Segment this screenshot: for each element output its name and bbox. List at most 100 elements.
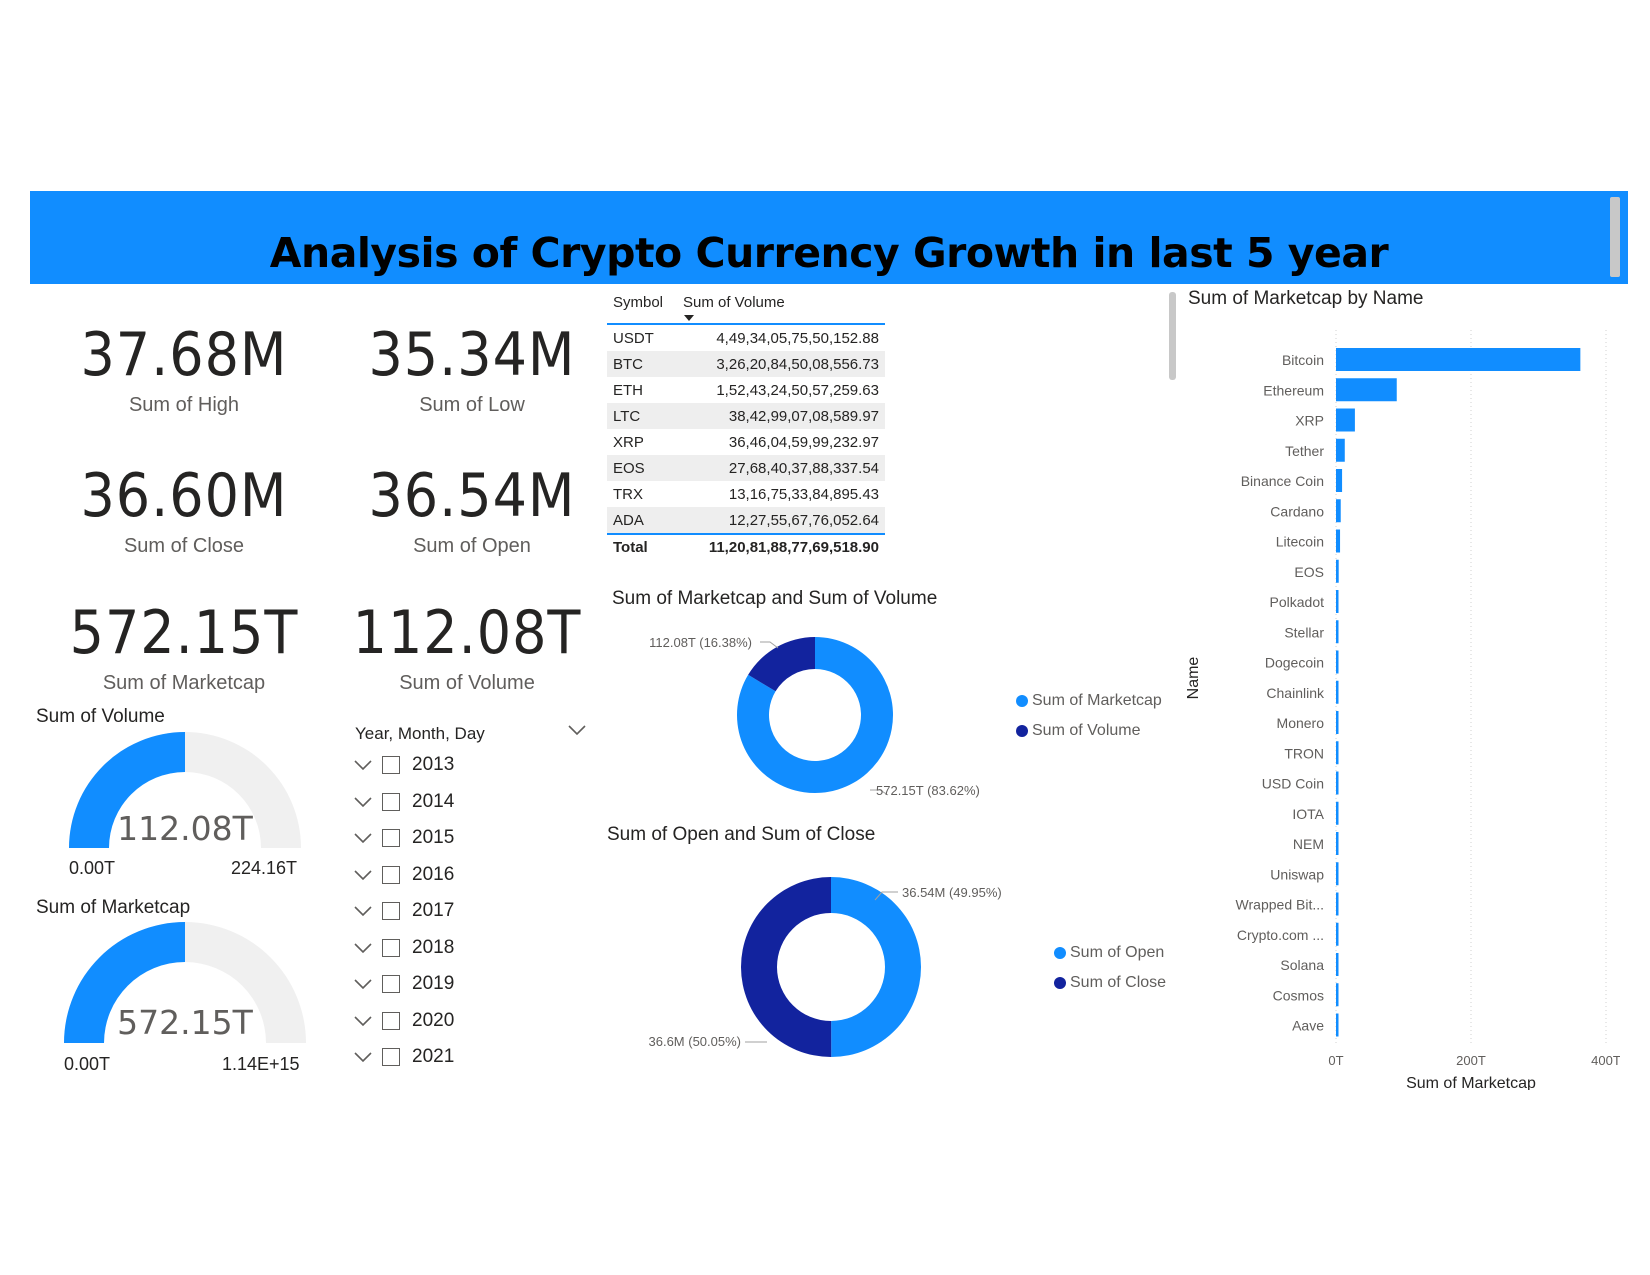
table-row[interactable]: EOS 27,68,40,37,88,337.54 bbox=[607, 455, 885, 481]
chevron-down-icon[interactable] bbox=[352, 791, 374, 813]
bar[interactable] bbox=[1336, 378, 1397, 402]
legend-item[interactable]: Sum of Volume bbox=[1016, 716, 1162, 746]
bar[interactable] bbox=[1336, 953, 1339, 976]
slicer-checkbox[interactable] bbox=[382, 829, 400, 847]
slicer-item-2013[interactable]: 2013 bbox=[352, 750, 454, 780]
slicer-item-2015[interactable]: 2015 bbox=[352, 823, 454, 853]
slicer-checkbox[interactable] bbox=[382, 865, 400, 884]
y-category-label: Cosmos bbox=[1273, 987, 1324, 1003]
donut-slice[interactable] bbox=[831, 877, 922, 1057]
cell-symbol: ETH bbox=[613, 381, 643, 399]
slicer-checkbox[interactable] bbox=[382, 756, 400, 774]
slicer-item-2018[interactable]: 2018 bbox=[352, 933, 454, 963]
slicer-item-2017[interactable]: 2017 bbox=[352, 896, 454, 926]
title-banner: Analysis of Crypto Currency Growth in la… bbox=[30, 191, 1628, 284]
bar[interactable] bbox=[1336, 680, 1339, 704]
slicer-checkbox[interactable] bbox=[382, 792, 400, 811]
gauge-max: 1.14E+15 bbox=[222, 1054, 300, 1074]
banner-scrollbar[interactable] bbox=[1610, 197, 1620, 277]
bar[interactable] bbox=[1336, 832, 1339, 855]
cell-symbol: EOS bbox=[613, 459, 645, 477]
cell-volume: 13,16,75,33,84,895.43 bbox=[728, 485, 879, 503]
bar[interactable] bbox=[1336, 559, 1339, 583]
slicer-item-2016[interactable]: 2016 bbox=[352, 860, 454, 890]
chevron-down-icon[interactable] bbox=[352, 827, 374, 849]
bar[interactable] bbox=[1336, 620, 1339, 644]
slicer-item-2019[interactable]: 2019 bbox=[352, 969, 454, 999]
donut-slice[interactable] bbox=[737, 637, 893, 793]
chevron-down-icon[interactable] bbox=[352, 900, 374, 922]
bar[interactable] bbox=[1336, 801, 1339, 825]
page-title: Analysis of Crypto Currency Growth in la… bbox=[269, 229, 1389, 277]
bar[interactable] bbox=[1336, 983, 1339, 1007]
legend-item[interactable]: Sum of Close bbox=[1054, 968, 1166, 998]
slicer-title: Year, Month, Day bbox=[355, 724, 485, 743]
y-category-label: USD Coin bbox=[1262, 776, 1324, 792]
bar[interactable] bbox=[1336, 529, 1341, 553]
y-category-label: Solana bbox=[1280, 957, 1324, 973]
bar[interactable] bbox=[1336, 892, 1339, 916]
chevron-down-icon[interactable] bbox=[352, 754, 374, 776]
slicer-item-label: 2020 bbox=[412, 1009, 455, 1031]
bar[interactable] bbox=[1336, 711, 1339, 734]
slicer-checkbox[interactable] bbox=[382, 902, 400, 920]
slicer-checkbox[interactable] bbox=[382, 975, 400, 993]
cell-volume: 3,26,20,84,50,08,556.73 bbox=[716, 355, 879, 373]
table-row[interactable]: USDT 4,49,34,05,75,50,152.88 bbox=[607, 325, 885, 351]
sort-desc-icon[interactable] bbox=[683, 314, 695, 322]
gauge-volume: 112.08T bbox=[69, 732, 301, 848]
bar[interactable] bbox=[1336, 741, 1339, 765]
chevron-down-icon[interactable] bbox=[352, 864, 374, 886]
table-body: USDT 4,49,34,05,75,50,152.88 BTC 3,26,20,84… bbox=[607, 325, 885, 533]
table-row[interactable]: BTC 3,26,20,84,50,08,556.73 bbox=[607, 351, 885, 377]
slicer-item-2020[interactable]: 2020 bbox=[352, 1006, 454, 1036]
bar[interactable] bbox=[1336, 469, 1343, 492]
slicer-item-2014[interactable]: 2014 bbox=[352, 787, 454, 817]
table-scrollbar[interactable] bbox=[1169, 292, 1176, 380]
column-header-volume[interactable]: Sum of Volume bbox=[683, 294, 785, 311]
cell-symbol: ADA bbox=[613, 511, 644, 529]
kpi-card-volume: 112.08T Sum of Volume bbox=[322, 600, 612, 695]
table-row[interactable]: LTC 38,42,99,07,08,589.97 bbox=[607, 403, 885, 429]
donut2-legend: Sum of Open Sum of Close bbox=[1054, 938, 1166, 998]
chevron-down-icon[interactable] bbox=[352, 973, 374, 995]
legend-item[interactable]: Sum of Open bbox=[1054, 938, 1166, 968]
y-category-label: Chainlink bbox=[1266, 685, 1325, 701]
legend-label: Sum of Open bbox=[1070, 944, 1165, 961]
gauge-value: 112.08T bbox=[117, 809, 253, 848]
table-row[interactable]: TRX 13,16,75,33,84,895.43 bbox=[607, 481, 885, 507]
donut-slice[interactable] bbox=[741, 877, 832, 1057]
slicer-collapse-icon[interactable] bbox=[566, 722, 588, 738]
y-category-label: Polkadot bbox=[1270, 594, 1325, 610]
bar[interactable] bbox=[1336, 438, 1345, 462]
bar[interactable] bbox=[1336, 922, 1339, 946]
slicer-checkbox[interactable] bbox=[382, 938, 400, 957]
y-category-label: Crypto.com ... bbox=[1237, 927, 1324, 943]
chevron-down-icon[interactable] bbox=[352, 1010, 374, 1032]
bar[interactable] bbox=[1336, 348, 1581, 371]
total-label: Total bbox=[613, 538, 648, 556]
slicer-checkbox[interactable] bbox=[382, 1011, 400, 1030]
chevron-down-icon[interactable] bbox=[352, 937, 374, 959]
donut-data-label: 36.6M (50.05%) bbox=[649, 1034, 742, 1049]
table-row[interactable]: XRP 36,46,04,59,99,232.97 bbox=[607, 429, 885, 455]
legend-item[interactable]: Sum of Marketcap bbox=[1016, 686, 1162, 716]
slicer-checkbox[interactable] bbox=[382, 1048, 400, 1066]
bar[interactable] bbox=[1336, 499, 1341, 523]
bar[interactable] bbox=[1336, 862, 1339, 886]
bar[interactable] bbox=[1336, 408, 1355, 432]
column-header-symbol[interactable]: Symbol bbox=[613, 294, 664, 311]
gauge-marketcap-title: Sum of Marketcap bbox=[36, 897, 191, 918]
gauge-fill bbox=[69, 732, 185, 848]
donut-slice[interactable] bbox=[748, 637, 815, 692]
slicer-item-2021[interactable]: 2021 bbox=[352, 1042, 454, 1072]
chevron-down-icon[interactable] bbox=[352, 1046, 374, 1068]
kpi-card-marketcap: 572.15T Sum of Marketcap bbox=[39, 600, 329, 695]
bar-chart-marketcap-by-name: 0T 200T 400T Bitcoin Ethereum XRP Tether Binanc… bbox=[1185, 330, 1620, 1090]
bar[interactable] bbox=[1336, 650, 1339, 674]
table-row[interactable]: ETH 1,52,43,24,50,57,259.63 bbox=[607, 377, 885, 403]
bar[interactable] bbox=[1336, 771, 1339, 795]
bar[interactable] bbox=[1336, 590, 1339, 613]
bar[interactable] bbox=[1336, 1013, 1339, 1037]
table-row[interactable]: ADA 12,27,55,67,76,052.64 bbox=[607, 507, 885, 533]
